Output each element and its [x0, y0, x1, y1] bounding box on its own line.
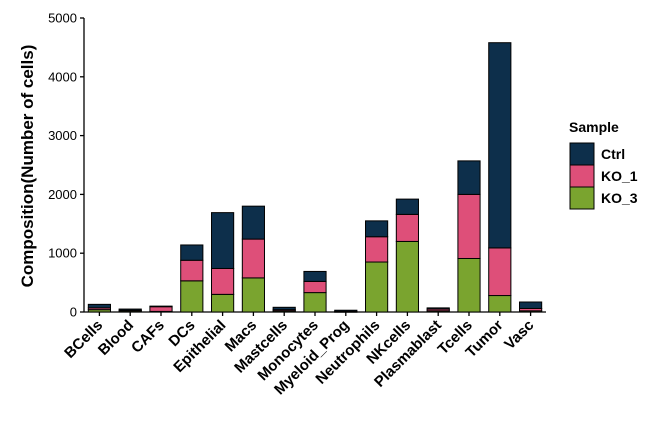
bar-segment-ctrl — [211, 212, 235, 269]
bar-segment-ko-3 — [303, 292, 327, 313]
bar-segment-ko-3 — [457, 257, 481, 313]
legend-swatch-ko-1 — [569, 164, 595, 188]
y-tick-label: 5000 — [48, 11, 77, 26]
bar-segment-ko-3 — [395, 240, 419, 313]
bar-segment-ctrl — [149, 305, 173, 308]
bar-segment-ko-1 — [303, 280, 327, 294]
bar-segment-ko-1 — [365, 236, 389, 263]
legend-label: KO_3 — [601, 190, 638, 206]
bar-segment-ko-1 — [149, 306, 173, 312]
bar-segment-ctrl — [180, 244, 204, 261]
bar-segment-ko-1 — [241, 238, 265, 279]
bar-segment-ko-3 — [180, 280, 204, 313]
x-tick-label: Vasc — [501, 317, 537, 353]
legend-label: KO_1 — [601, 168, 638, 184]
bar-segment-ctrl — [426, 307, 450, 310]
legend-label: Ctrl — [601, 146, 625, 162]
bar-segment-ko-1 — [488, 247, 512, 297]
bar-segment-ko-1 — [211, 267, 235, 295]
bar-segment-ctrl — [519, 301, 543, 309]
legend-swatch-ko-3 — [569, 186, 595, 210]
bar-segment-ctrl — [365, 220, 389, 238]
bar-segment-ko-3 — [488, 295, 512, 313]
y-axis-title: Composition(Number of cells) — [18, 45, 37, 288]
bar-segment-ko-1 — [457, 193, 481, 259]
bar-segment-ctrl — [488, 42, 512, 249]
bar-segment-ko-1 — [395, 213, 419, 242]
bar-segment-ko-1 — [180, 259, 204, 282]
bar-segment-ctrl — [303, 270, 327, 282]
x-tick-label: CAFs — [128, 317, 168, 357]
bar-segment-ctrl — [334, 309, 358, 312]
bar-segment-ctrl — [241, 205, 265, 240]
bar-segment-ctrl — [272, 306, 296, 311]
legend-title: Sample — [569, 119, 619, 135]
y-tick-label: 3000 — [48, 128, 77, 143]
y-tick-label: 4000 — [48, 69, 77, 84]
x-tick-label: BCells — [61, 317, 106, 362]
bar-segment-ctrl — [118, 308, 142, 311]
bar-segment-ko-3 — [211, 293, 235, 313]
bar-segment-ctrl — [395, 198, 419, 215]
bar-segment-ctrl — [87, 303, 111, 309]
bar-segment-ko-3 — [241, 277, 265, 313]
y-tick-label: 1000 — [48, 246, 77, 261]
plot-area: 010002000300040005000BCellsBloodCAFsDCsE… — [48, 11, 546, 398]
bar-segment-ko-3 — [365, 261, 389, 313]
legend-swatch-ctrl — [569, 142, 595, 166]
bar-segment-ctrl — [457, 160, 481, 195]
y-tick-label: 2000 — [48, 187, 77, 202]
x-tick-label: Blood — [95, 317, 137, 359]
legend: Sample Ctrl KO_1 KO_3 — [569, 119, 638, 210]
y-tick-label: 0 — [70, 305, 77, 320]
